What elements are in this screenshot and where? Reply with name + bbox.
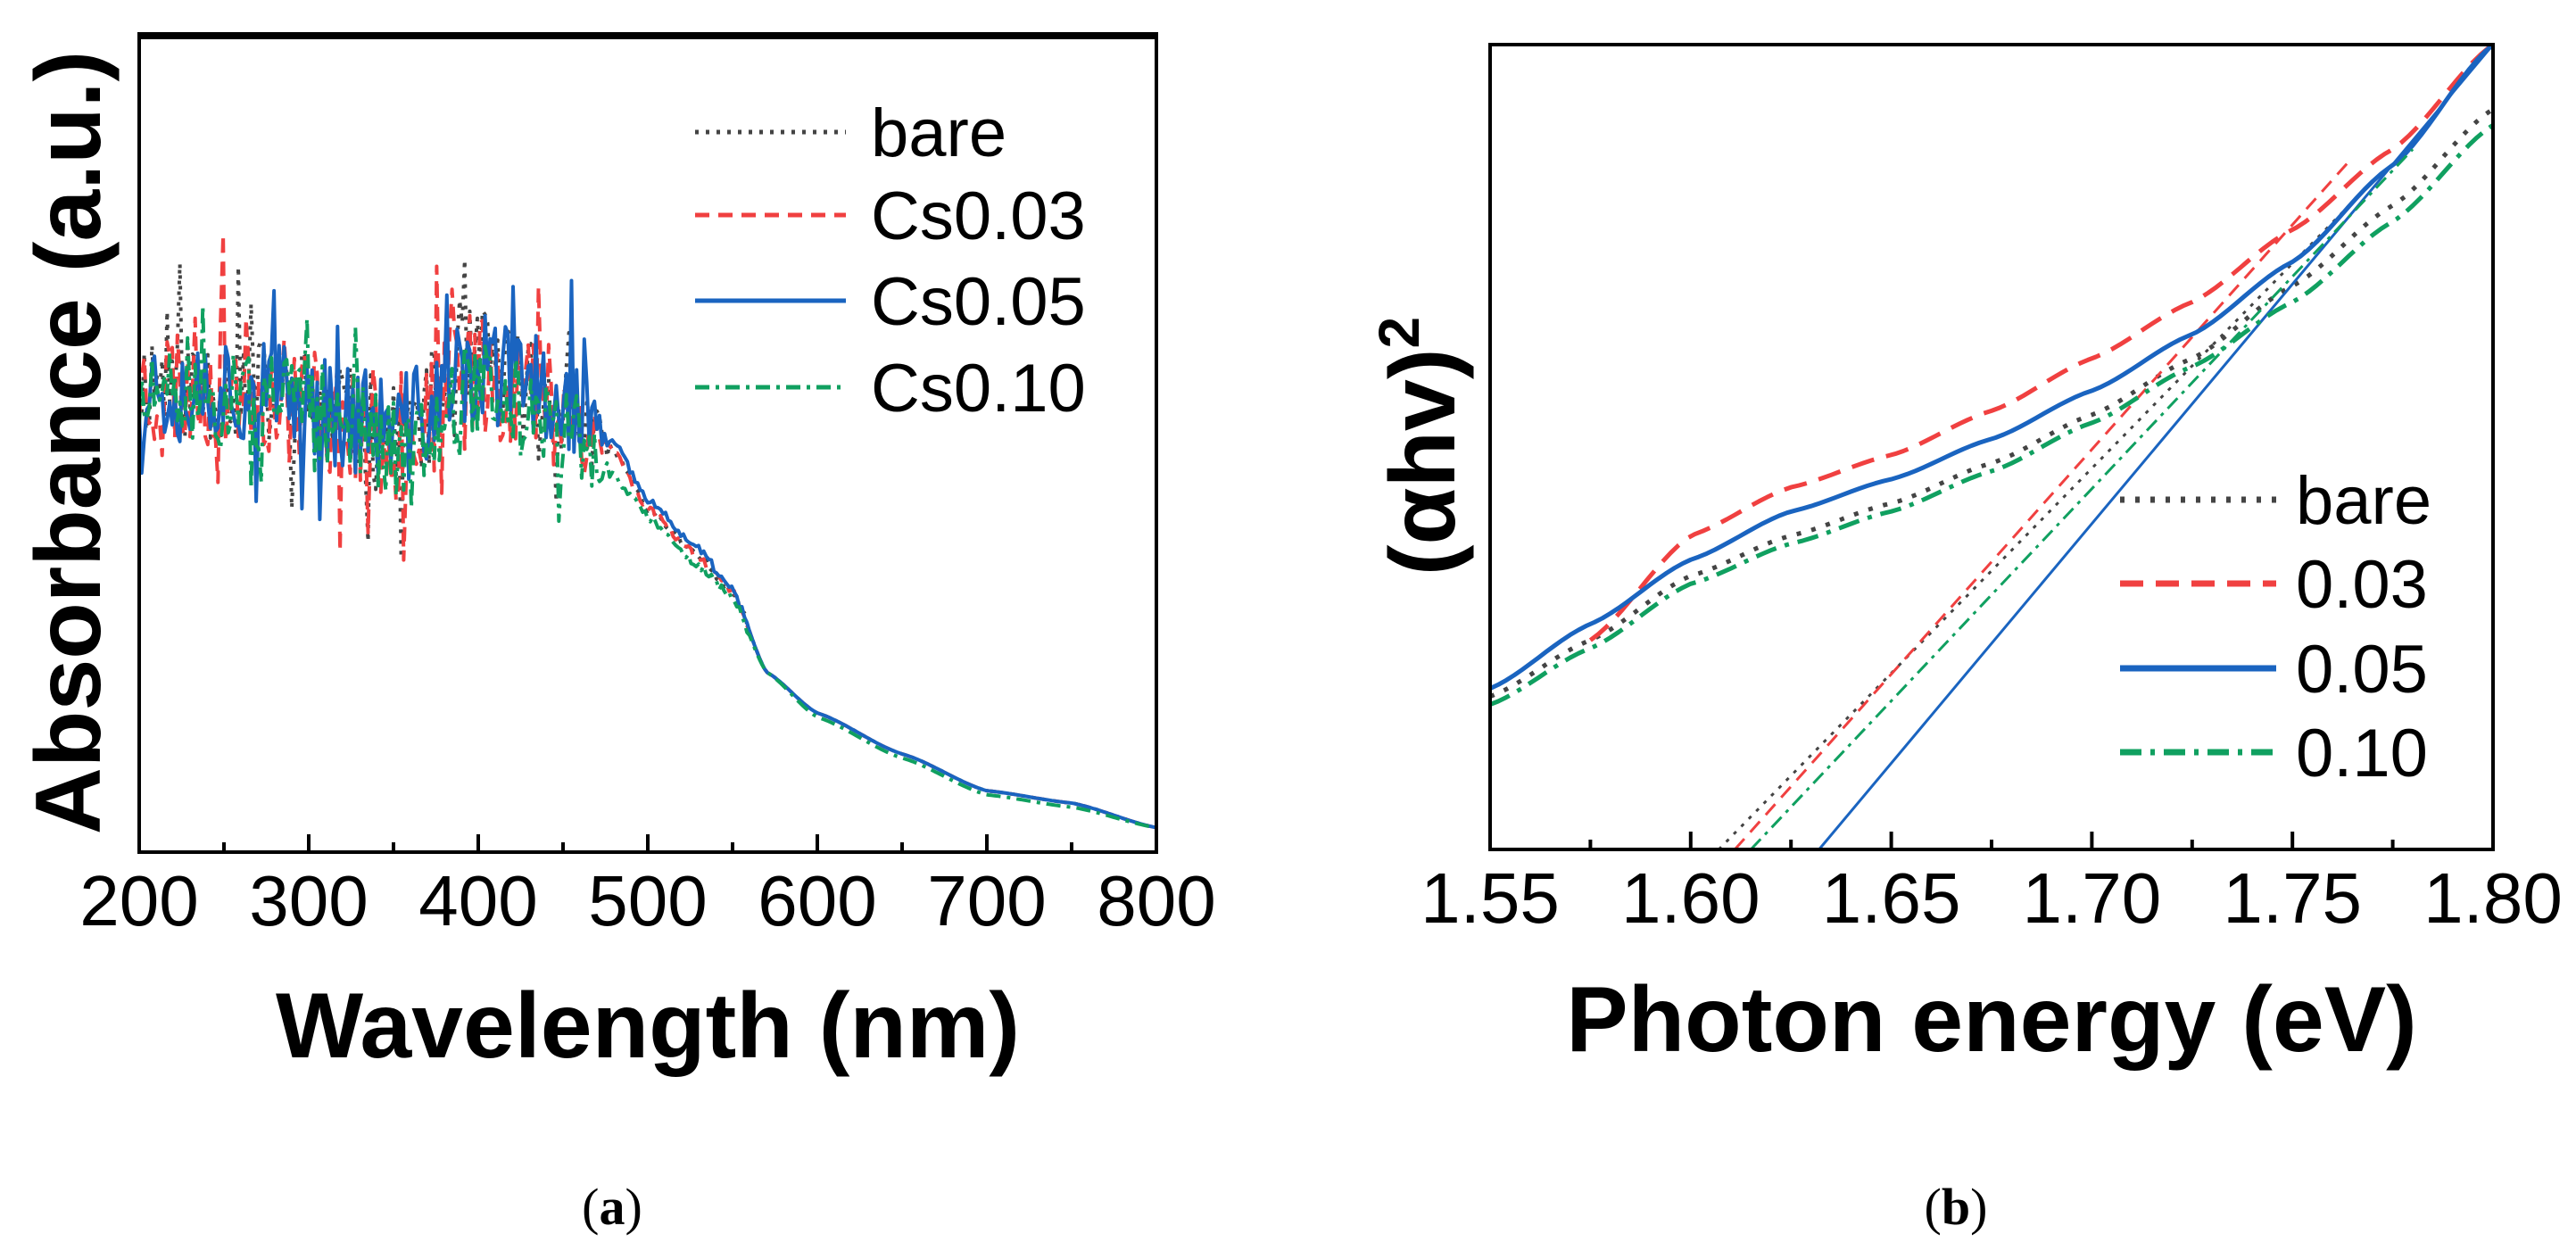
series-line-0.05 <box>1490 45 2493 691</box>
x-tick-label: 600 <box>758 861 876 940</box>
plot-area <box>137 232 1157 830</box>
x-tick-label: 200 <box>79 861 198 940</box>
x-tick-label: 500 <box>588 861 707 940</box>
x-tick-label: 1.80 <box>2423 858 2563 938</box>
fit-line-0.03 <box>1734 156 2354 849</box>
legend-label: Cs0.10 <box>871 351 1086 427</box>
fit-line-0.05 <box>1818 45 2493 849</box>
x-tick-label: 700 <box>927 861 1046 940</box>
panel-caption: (a) <box>582 1178 642 1236</box>
x-axis-label: Wavelength (nm) <box>276 974 1020 1078</box>
x-tick-label: 800 <box>1097 861 1215 940</box>
panel-b-tauc-plot: 1.55 1.60 1.65 1.70 1.75 1.80 bare 0.03 0.05 0.1… <box>1367 43 2563 1236</box>
legend: bare 0.03 0.05 0.10 <box>2120 463 2431 791</box>
x-tick-label: 1.70 <box>2023 858 2162 938</box>
fit-line-bare <box>1718 180 2374 849</box>
x-tick-label: 300 <box>249 861 368 940</box>
y-axis-label: (αhv)2 <box>1367 317 1475 576</box>
x-tick-label: 400 <box>418 861 537 940</box>
legend-label: 0.03 <box>2296 547 2428 623</box>
legend-label: 0.10 <box>2296 716 2428 791</box>
fit-line-0.10 <box>1750 148 2414 849</box>
legend-label: bare <box>2296 463 2431 539</box>
x-tick-label: 1.75 <box>2223 858 2362 938</box>
legend-label: Cs0.03 <box>871 178 1086 254</box>
x-axis-ticks: 200 300 400 500 600 700 800 <box>79 834 1216 940</box>
x-axis-label: Photon energy (eV) <box>1566 968 2416 1072</box>
series-line-bare <box>137 258 1157 830</box>
series-line-Cs0.10 <box>137 303 1157 830</box>
plot-area <box>1490 45 2493 849</box>
y-axis-label: Absorbance (a.u.) <box>17 51 120 834</box>
series-line-0.10 <box>1490 123 2493 707</box>
x-tick-label: 1.55 <box>1421 858 1560 938</box>
x-axis-ticks: 1.55 1.60 1.65 1.70 1.75 1.80 <box>1421 832 2563 938</box>
x-tick-label: 1.60 <box>1621 858 1760 938</box>
x-tick-label: 1.65 <box>1822 858 1961 938</box>
legend-label: 0.05 <box>2296 632 2428 708</box>
legend-label: Cs0.05 <box>871 264 1086 340</box>
series-line-0.03 <box>1588 46 2491 642</box>
panel-caption: (b) <box>1925 1178 1988 1236</box>
legend-label: bare <box>871 95 1006 171</box>
